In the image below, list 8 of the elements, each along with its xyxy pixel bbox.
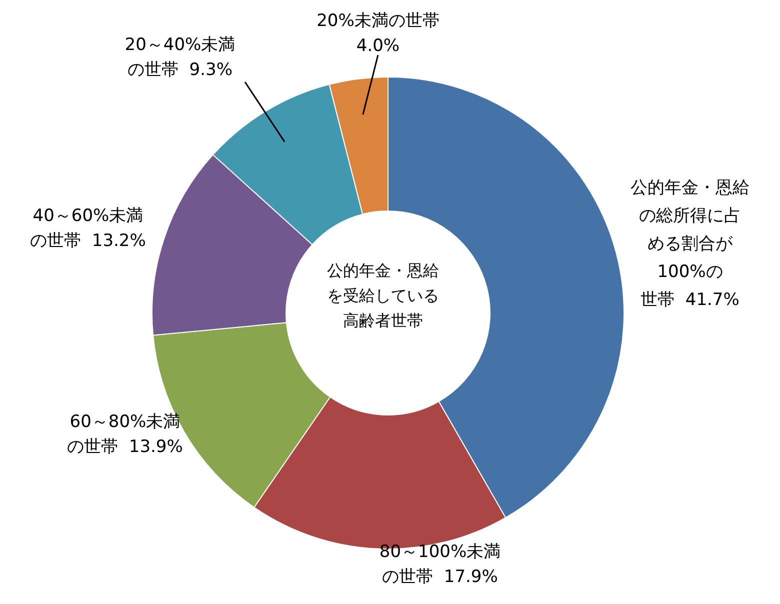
slice-label: 20%未満の世帯: [316, 11, 440, 31]
slice-label: 60～80%未満の世帯 13.9%: [67, 412, 183, 457]
slice-label: 20～40%未満の世帯 9.3%: [124, 35, 236, 80]
slice-label: 40～60%未満の世帯 13.2%: [30, 206, 146, 251]
slice-label: 公的年金・恩給の総所得に占める割合が100%の世帯 41.7%: [630, 178, 750, 310]
text: 公的年金・恩給を受給している高齢者世帯: [326, 260, 440, 332]
slice-label: 80～100%未満の世帯 17.9%: [379, 542, 501, 587]
data-label: 4.0%: [356, 36, 400, 56]
